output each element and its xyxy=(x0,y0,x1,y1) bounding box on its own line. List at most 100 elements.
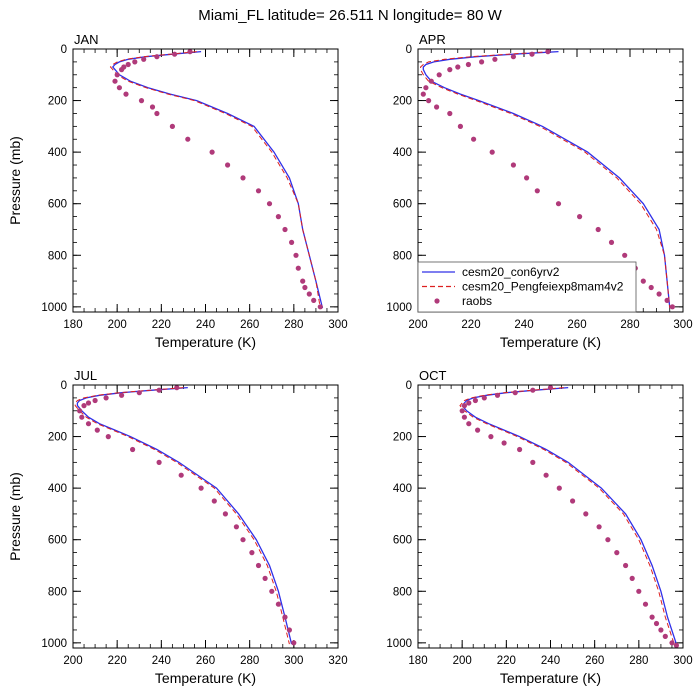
x-tick-label: 300 xyxy=(284,655,303,667)
plot-frame xyxy=(72,48,339,313)
x-tick-label: 240 xyxy=(541,655,560,667)
raobs-point xyxy=(488,434,494,440)
y-tick-label: 800 xyxy=(48,250,67,262)
plot-frame xyxy=(72,384,339,649)
raobs-point xyxy=(293,252,299,258)
x-tick-label: 280 xyxy=(284,319,303,331)
raobs-point xyxy=(105,434,111,440)
figure-title: Miami_FL latitude= 26.511 N longitude= 8… xyxy=(198,7,502,24)
raobs-point xyxy=(489,149,495,155)
raobs-point xyxy=(240,537,246,543)
raobs-point xyxy=(648,284,654,291)
raobs-point xyxy=(642,601,649,607)
raobs-point xyxy=(132,59,138,65)
legend: cesm20_con6yrv2cesm20_Pengfeiexp8mam4v2r… xyxy=(417,261,637,313)
raobs-point xyxy=(249,550,255,556)
raobs-point xyxy=(286,627,292,633)
raobs-point xyxy=(459,408,465,414)
raobs-point xyxy=(77,408,83,414)
raobs-point xyxy=(178,472,184,478)
raobs-point xyxy=(289,239,295,245)
raobs-point xyxy=(130,446,136,453)
series-line-con6yrv2 xyxy=(111,50,324,309)
raobs-point xyxy=(156,387,162,393)
y-tick-label: 1000 xyxy=(41,638,67,650)
x-tick-label: 220 xyxy=(497,655,516,667)
y-tick-label: 600 xyxy=(48,535,67,547)
y-tick-label: 1000 xyxy=(386,302,412,314)
raobs-point xyxy=(623,562,629,569)
x-tick-label: 240 xyxy=(152,655,171,667)
raobs-point xyxy=(447,110,453,117)
raobs-point xyxy=(266,201,273,207)
x-tick-label: 220 xyxy=(108,655,127,667)
raobs-point xyxy=(103,395,109,401)
raobs-point xyxy=(622,252,628,258)
x-tick-label: 220 xyxy=(152,319,171,331)
x-tick-label: 260 xyxy=(196,655,215,667)
raobs-point xyxy=(300,278,306,284)
y-axis-label: Pressure (mb) xyxy=(7,136,23,225)
raobs-point xyxy=(94,427,100,433)
raobs-point xyxy=(673,642,680,649)
raobs-point xyxy=(185,136,191,142)
y-axis-label: Pressure (mb) xyxy=(7,472,23,561)
raobs-point xyxy=(125,61,131,68)
series-line-pengfeiexp8mam4v2 xyxy=(459,387,675,645)
raobs-point xyxy=(222,511,228,517)
y-tick-label: 400 xyxy=(48,147,67,159)
raobs-point xyxy=(209,149,215,155)
raobs-point xyxy=(85,421,92,427)
raobs-point xyxy=(174,385,180,391)
raobs-point xyxy=(658,627,664,633)
raobs-point xyxy=(311,297,317,303)
raobs-point xyxy=(423,85,429,91)
x-tick-label: 180 xyxy=(63,319,82,331)
x-axis-label: Temperature (K) xyxy=(500,334,601,350)
raobs-point xyxy=(662,633,668,640)
y-tick-label: 600 xyxy=(393,535,412,547)
raobs-point xyxy=(471,136,477,142)
raobs-point xyxy=(481,395,487,401)
y-tick-label: 400 xyxy=(48,483,67,495)
y-tick-label: 400 xyxy=(393,483,412,495)
x-axis-label: Temperature (K) xyxy=(155,670,256,686)
raobs-point xyxy=(317,304,323,310)
raobs-point xyxy=(512,390,518,396)
raobs-point xyxy=(240,175,246,181)
y-tick-label: 200 xyxy=(393,432,412,444)
raobs-point xyxy=(494,392,501,398)
raobs-point xyxy=(81,403,87,409)
raobs-point xyxy=(629,575,635,582)
x-tick-label: 200 xyxy=(453,655,472,667)
raobs-point xyxy=(434,104,440,110)
panel-jul: 200 220 240 260 280 300 320 0 200 400 600 800 1000 JU… xyxy=(7,368,348,686)
raobs-point xyxy=(466,421,472,427)
y-tick-label: 600 xyxy=(393,199,412,211)
raobs-point xyxy=(530,459,536,465)
raobs-point xyxy=(461,403,467,409)
raobs-point xyxy=(262,575,268,582)
series-line-con6yrv2 xyxy=(76,386,293,645)
x-axis-label: Temperature (K) xyxy=(500,670,601,686)
raobs-point xyxy=(119,392,125,398)
raobs-point xyxy=(136,390,142,396)
raobs-point xyxy=(426,98,432,104)
raobs-point xyxy=(669,640,675,646)
legend-label: cesm20_Pengfeiexp8mam4v2 xyxy=(462,280,624,294)
x-tick-label: 280 xyxy=(629,655,648,667)
raobs-point xyxy=(556,485,562,491)
x-tick-label: 240 xyxy=(196,319,215,331)
raobs-point xyxy=(187,49,193,55)
y-tick-label: 1000 xyxy=(386,638,412,650)
raobs-point xyxy=(656,291,662,297)
legend-marker xyxy=(434,298,440,304)
y-tick-label: 0 xyxy=(61,380,67,392)
y-tick-label: 800 xyxy=(48,586,67,598)
panel-title: OCT xyxy=(419,368,447,383)
raobs-point xyxy=(282,614,288,620)
raobs-point xyxy=(545,49,551,55)
y-tick-label: 0 xyxy=(406,44,412,56)
x-tick-label: 220 xyxy=(461,319,480,331)
series-line-con6yrv2 xyxy=(422,50,671,309)
